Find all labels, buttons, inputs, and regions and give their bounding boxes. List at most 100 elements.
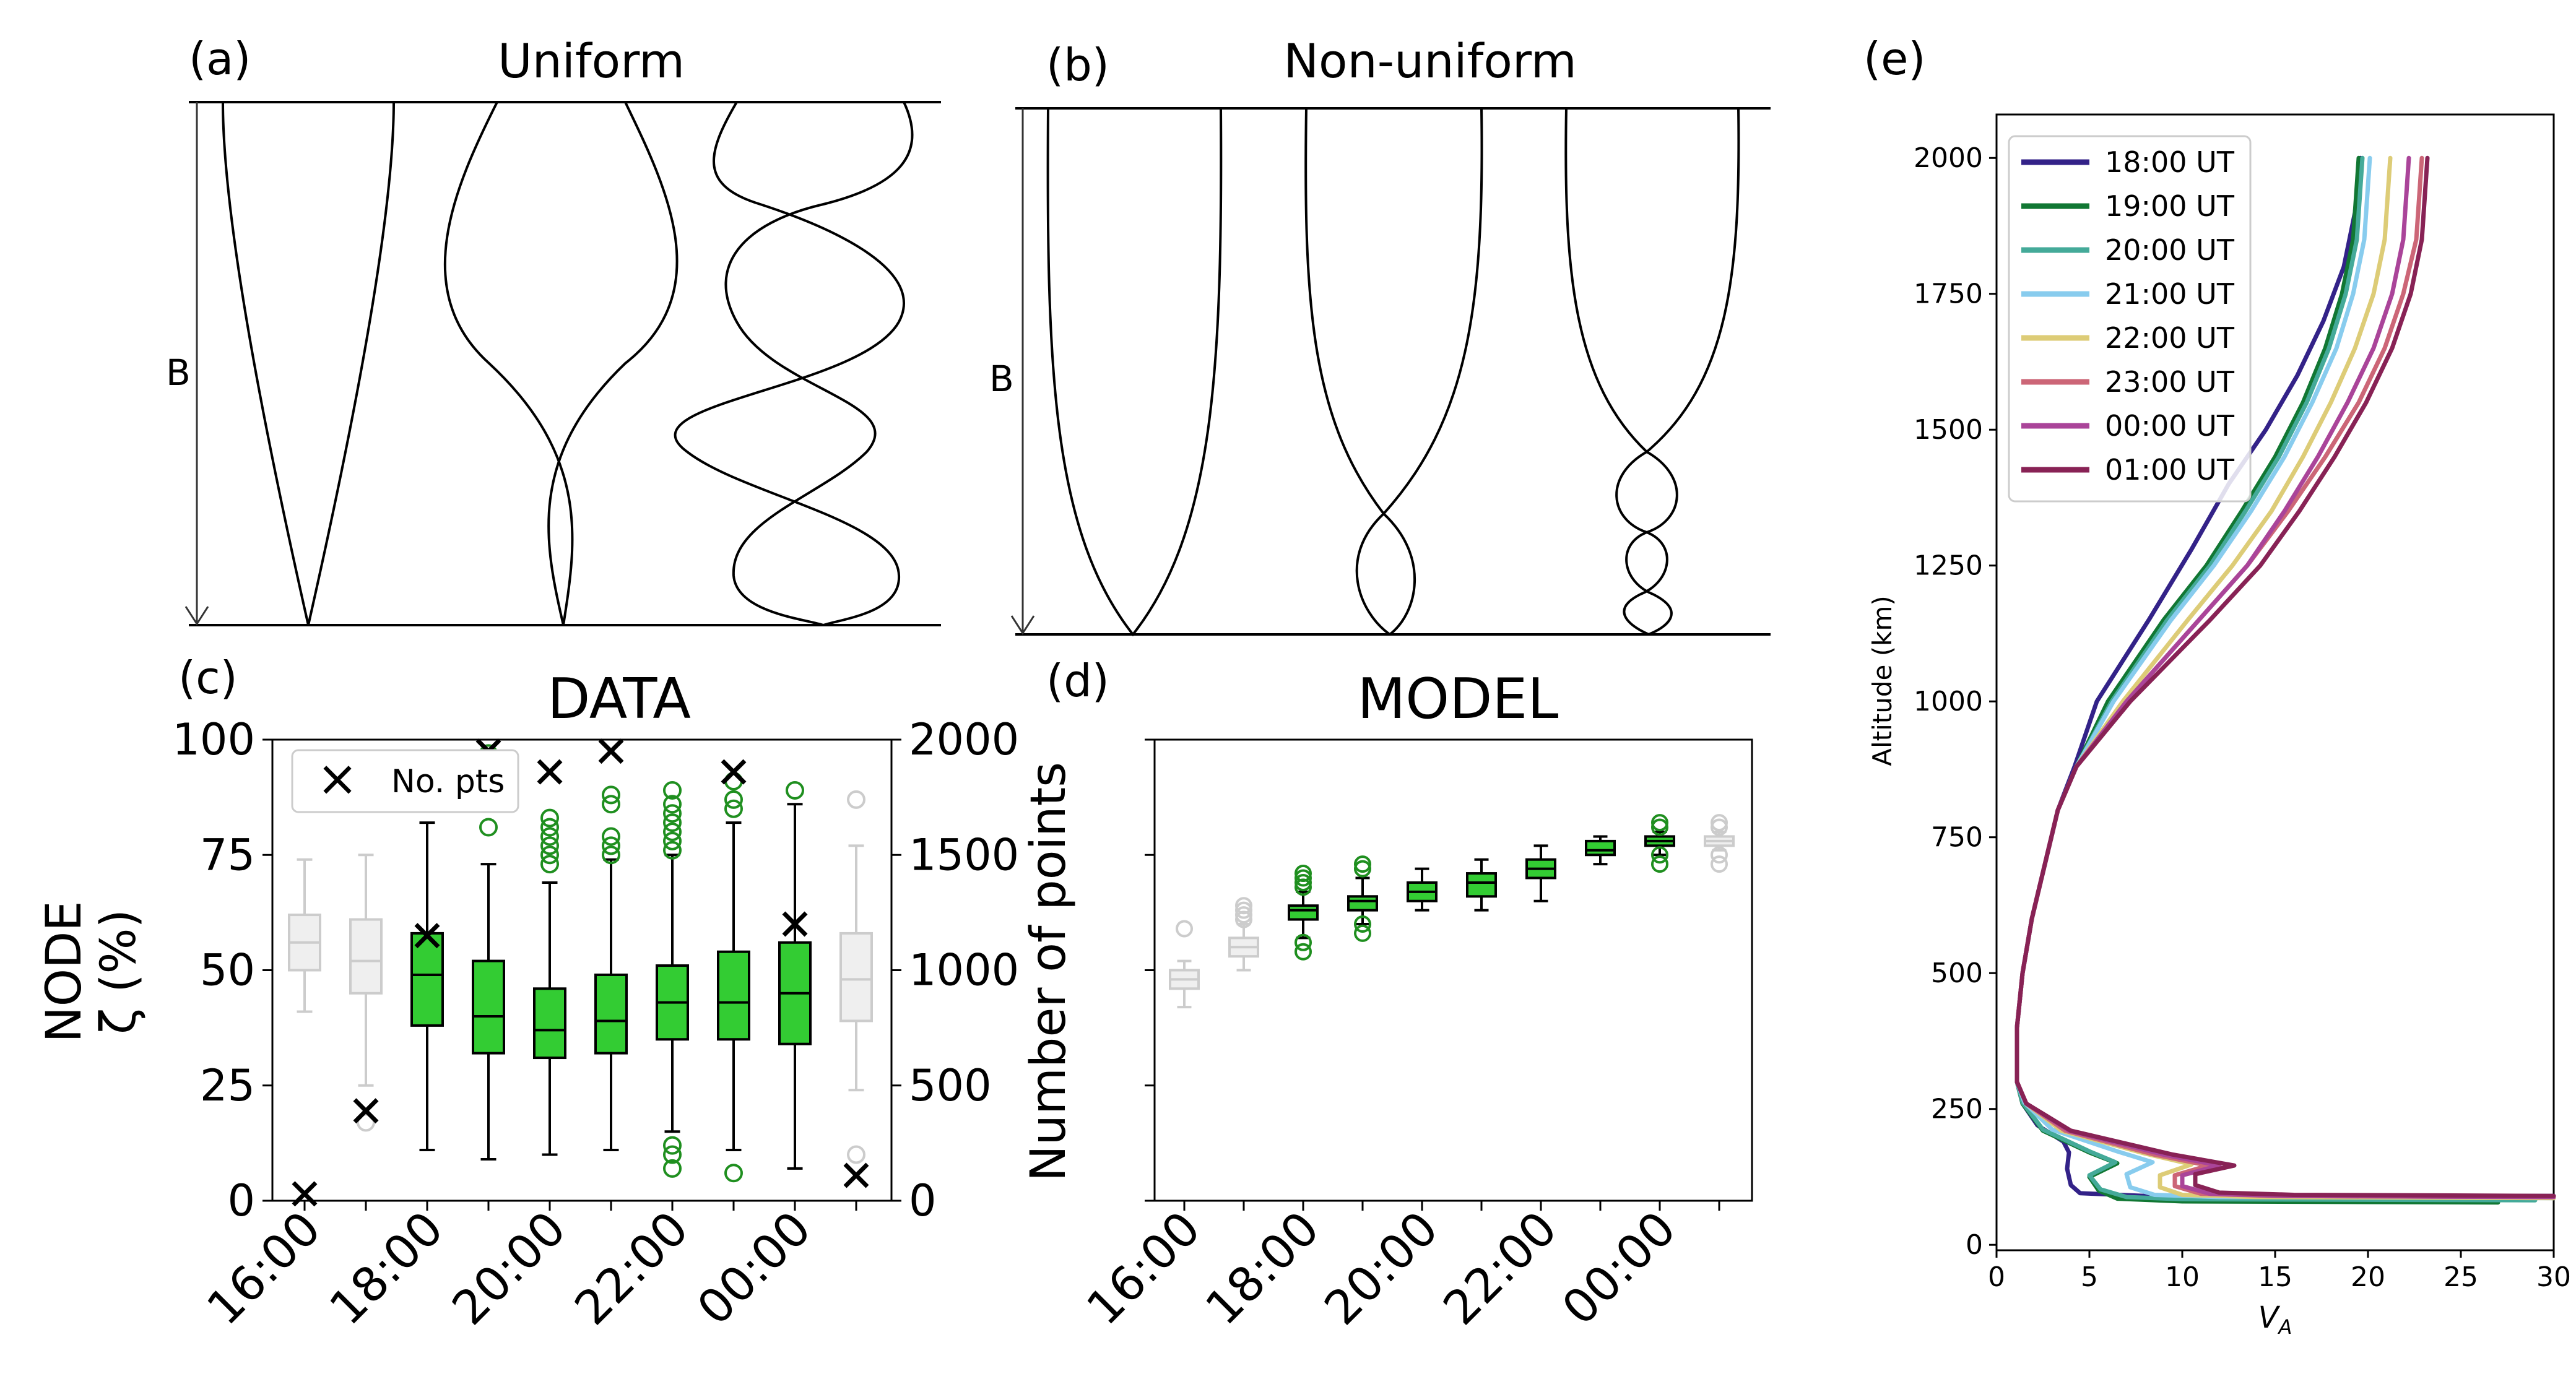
box-flier bbox=[663, 841, 682, 860]
panel-a-mode-1 bbox=[222, 102, 395, 626]
panel-c: (c) DATA NODE ζ (%) 0 25 50 75 100 0 500 1000 1… bbox=[37, 652, 1019, 1336]
y2-tick-label: 1000 bbox=[909, 945, 1019, 996]
x-tick-label: 20:00 bbox=[1314, 1201, 1449, 1336]
box-flier bbox=[847, 790, 865, 809]
chart-c-box-2 bbox=[410, 821, 444, 1152]
box-flier bbox=[1711, 818, 1728, 836]
panel-e: (e) Altitude (km) VA 0250500750100012501… bbox=[1863, 33, 2571, 1339]
box-flier bbox=[663, 1136, 682, 1155]
box-flier bbox=[1235, 906, 1252, 924]
chart-d-box-3 bbox=[1347, 855, 1378, 942]
box-iqr bbox=[1288, 904, 1319, 921]
y2-tick-label: 2000 bbox=[909, 714, 1019, 765]
y-tick-label: 1000 bbox=[1914, 686, 1983, 717]
chart-c-legend-label: No. pts bbox=[391, 763, 505, 800]
chart-c-y2ticks: 0 500 1000 1500 2000 bbox=[891, 714, 1019, 1226]
npts-marker-stroke bbox=[598, 738, 624, 764]
chart-d-box-5 bbox=[1466, 858, 1497, 912]
panel-b-field-arrowhead bbox=[1010, 615, 1035, 635]
chart-c-box-7 bbox=[717, 772, 750, 1183]
y-tick-label: 0 bbox=[227, 1175, 255, 1226]
panel-a-mode-3a bbox=[674, 101, 905, 626]
y2-tick-label: 500 bbox=[909, 1060, 992, 1111]
box-flier bbox=[1711, 855, 1728, 873]
box-flier bbox=[540, 827, 559, 846]
chart-c-box-9 bbox=[839, 790, 873, 1164]
chart-c-title: DATA bbox=[547, 667, 691, 732]
panel-a-field-arrowhead bbox=[184, 606, 209, 626]
panel-b-letter: (b) bbox=[1046, 39, 1109, 91]
panel-a-title: Uniform bbox=[498, 33, 685, 89]
chart-c-ylabel-line2: ζ (%) bbox=[91, 909, 147, 1034]
chart-c-legend-marker: × bbox=[316, 750, 358, 807]
chart-e-legend: 18:00 UT 19:00 UT 20:00 UT 21:00 UT 22:00 UT… bbox=[2008, 135, 2252, 503]
box-flier bbox=[1354, 924, 1371, 942]
panel-b-title: Non-uniform bbox=[1283, 33, 1577, 89]
box-flier bbox=[1354, 855, 1371, 873]
y-tick-label: 0 bbox=[1966, 1229, 1983, 1261]
box-flier bbox=[602, 845, 620, 865]
y-tick-label: 2000 bbox=[1914, 142, 1983, 174]
panel-a-field-label: B bbox=[166, 352, 191, 394]
x-tick-label: 18:00 bbox=[1195, 1201, 1330, 1336]
x-tick-label: 22:00 bbox=[564, 1201, 699, 1336]
panel-b-field-label: B bbox=[989, 358, 1014, 400]
y-tick-label: 1500 bbox=[1914, 414, 1983, 446]
chart-d-ylabel: Number of points bbox=[1021, 762, 1077, 1182]
chart-c-ylabel-line1: NODE bbox=[37, 901, 92, 1042]
box-flier bbox=[1176, 920, 1193, 938]
box-flier bbox=[1295, 865, 1312, 883]
panel-e-letter: (e) bbox=[1863, 33, 1925, 85]
box-iqr bbox=[717, 950, 750, 1041]
chart-d-title: MODEL bbox=[1358, 667, 1559, 732]
x-tick-label: 16:00 bbox=[1076, 1201, 1211, 1336]
legend-label: 23:00 UT bbox=[2105, 365, 2235, 399]
box-flier bbox=[1295, 873, 1312, 891]
npts-marker-stroke bbox=[292, 1181, 318, 1207]
box-flier bbox=[1235, 901, 1252, 919]
box-iqr bbox=[533, 987, 566, 1060]
box-flier bbox=[724, 790, 743, 809]
panel-a: (a) Uniform B bbox=[166, 33, 941, 626]
legend-label: 00:00 UT bbox=[2105, 409, 2235, 443]
npts-marker-stroke bbox=[843, 1162, 869, 1188]
box-flier bbox=[847, 1145, 865, 1164]
legend-label: 01:00 UT bbox=[2105, 453, 2235, 486]
chart-c-legend-box bbox=[291, 749, 519, 813]
x-tick-label: 5 bbox=[2081, 1261, 2098, 1293]
box-flier bbox=[540, 845, 559, 865]
chart-e-yticks: 0 250 500 750 1000 1250 1500 1750 2000 bbox=[1914, 142, 1997, 1261]
box-iqr bbox=[1585, 839, 1616, 857]
box-flier bbox=[663, 1145, 682, 1164]
y2-tick-label: 1500 bbox=[909, 829, 1019, 880]
npts-marker-stroke bbox=[537, 759, 563, 785]
legend-label: 18:00 UT bbox=[2105, 145, 2235, 179]
box-flier bbox=[663, 831, 682, 850]
npts-marker-stroke bbox=[721, 759, 747, 785]
y-tick-label: 25 bbox=[200, 1060, 255, 1111]
x-tick-label: 10 bbox=[2165, 1261, 2200, 1293]
chart-c-box-1 bbox=[349, 854, 383, 1132]
npts-marker-stroke bbox=[782, 911, 808, 937]
npts-marker-stroke bbox=[353, 1098, 379, 1124]
panel-a-mode-2a bbox=[443, 102, 574, 626]
box-flier bbox=[540, 818, 559, 837]
box-flier bbox=[663, 795, 682, 814]
chart-d-box-8 bbox=[1644, 814, 1675, 873]
chart-d-box-2 bbox=[1288, 865, 1319, 961]
y-tick-label: 750 bbox=[1931, 822, 1983, 854]
chart-c-box-6 bbox=[656, 780, 689, 1178]
chart-c-boxes bbox=[288, 744, 873, 1183]
x-tick-label: 20:00 bbox=[441, 1201, 576, 1336]
panel-b-mode-2b bbox=[1382, 108, 1483, 636]
box-flier bbox=[663, 813, 682, 832]
box-flier bbox=[602, 785, 620, 805]
panel-d-letter: (d) bbox=[1046, 655, 1109, 707]
panel-b-mode-1 bbox=[1046, 108, 1223, 637]
box-flier bbox=[1354, 915, 1371, 933]
chart-c-box-0 bbox=[288, 858, 321, 1013]
box-flier bbox=[663, 1159, 682, 1178]
legend-box bbox=[2008, 135, 2252, 503]
